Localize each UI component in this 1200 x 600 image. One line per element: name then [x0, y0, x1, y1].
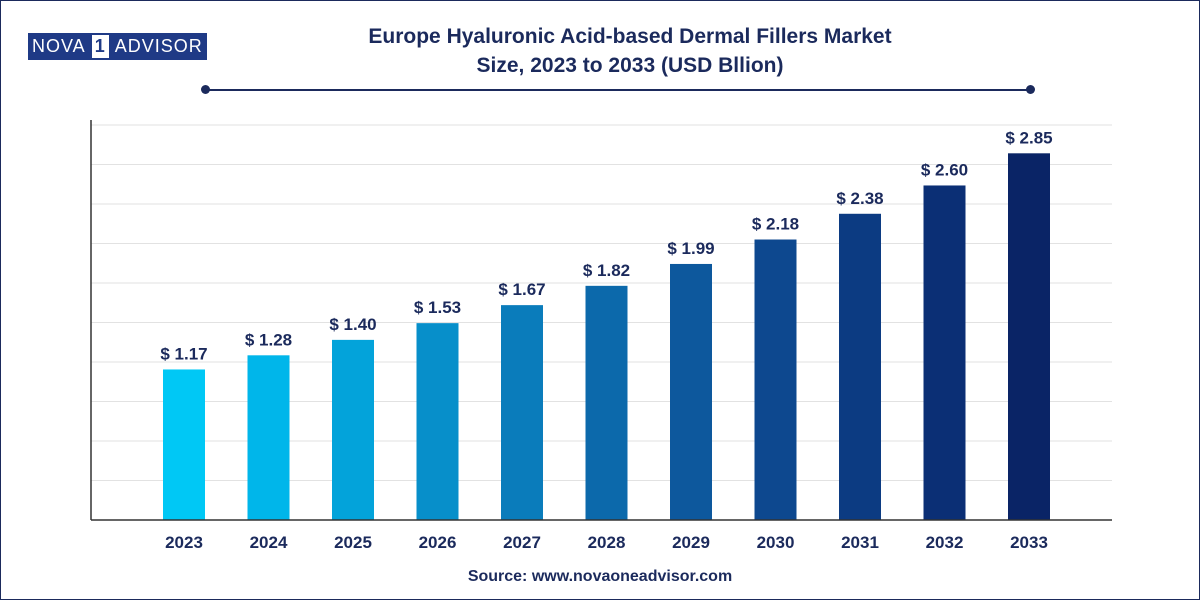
chart-title: Europe Hyaluronic Acid-based Dermal Fill… — [300, 22, 960, 80]
x-tick-label-2026: 2026 — [419, 533, 457, 552]
x-tick-label-2031: 2031 — [841, 533, 879, 552]
value-label-2032: $ 2.60 — [921, 160, 968, 179]
title-divider — [205, 89, 1031, 91]
x-tick-label-2024: 2024 — [250, 533, 288, 552]
value-labels: $ 1.17 $ 1.28 $ 1.40 $ 1.53 $ 1.67 $ 1.82 $ 1.… — [160, 128, 1052, 363]
bar-2033 — [1008, 153, 1050, 520]
logo-text-mid: 1 — [89, 33, 111, 60]
bar-2024 — [247, 355, 290, 520]
divider-right-dot — [1026, 85, 1035, 94]
x-tick-label-2028: 2028 — [588, 533, 626, 552]
value-label-2030: $ 2.18 — [752, 215, 799, 234]
bar-2028 — [585, 285, 628, 520]
value-label-2033: $ 2.85 — [1005, 128, 1052, 147]
logo-text-left: NOVA — [32, 36, 86, 56]
x-tick-label-2033: 2033 — [1010, 533, 1048, 552]
x-tick-label-2023: 2023 — [165, 533, 203, 552]
value-label-2026: $ 1.53 — [414, 298, 461, 317]
bars-group — [163, 153, 1050, 521]
value-label-2031: $ 2.38 — [836, 189, 883, 208]
x-tick-labels: 2023 2024 2025 2026 2027 2028 2029 2030 2031 2032… — [165, 533, 1048, 552]
bar-2027 — [501, 305, 543, 520]
value-label-2024: $ 1.28 — [245, 330, 292, 349]
chart-title-line1: Europe Hyaluronic Acid-based Dermal Fill… — [368, 25, 892, 48]
value-label-2023: $ 1.17 — [160, 344, 207, 363]
bar-2023 — [163, 369, 205, 520]
x-tick-label-2032: 2032 — [926, 533, 964, 552]
bar-2025 — [332, 339, 374, 520]
value-label-2028: $ 1.82 — [583, 261, 630, 280]
source-note: Source: www.novaoneadvisor.com — [467, 568, 733, 585]
bar-2032 — [923, 185, 966, 521]
x-tick-label-2029: 2029 — [672, 533, 710, 552]
x-tick-label-2030: 2030 — [757, 533, 795, 552]
logo-text-right: ADVISOR — [114, 36, 203, 56]
bar-2029 — [670, 263, 712, 520]
bar-2030 — [754, 239, 797, 520]
divider-left-dot — [201, 85, 210, 94]
value-label-2029: $ 1.99 — [667, 239, 714, 258]
brand-logo: NOVA 1 ADVISOR — [28, 33, 207, 60]
x-tick-label-2025: 2025 — [334, 533, 372, 552]
bar-2031 — [839, 213, 881, 520]
value-label-2025: $ 1.40 — [329, 315, 376, 334]
chart-title-line2: Size, 2023 to 2033 (USD Bllion) — [476, 54, 784, 77]
x-tick-label-2027: 2027 — [503, 533, 541, 552]
bar-2026 — [416, 323, 459, 520]
value-label-2027: $ 1.67 — [498, 280, 545, 299]
